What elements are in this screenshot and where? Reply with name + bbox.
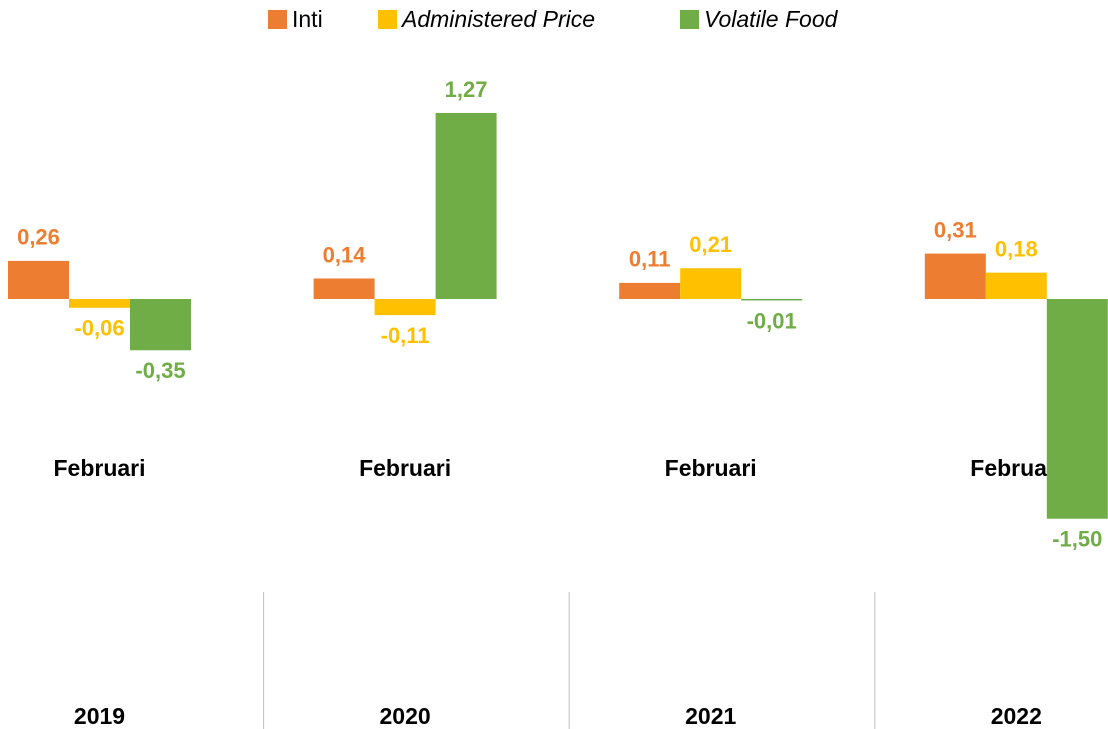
bar [924,253,986,299]
x-tick-label: 2021 [685,703,736,729]
data-label: 0,14 [323,242,367,267]
data-label: 0,11 [629,247,671,272]
bar [130,299,191,351]
data-label: -0,11 [381,323,430,348]
data-label: 0,26 [17,225,60,250]
legend-label: Administered Price [400,6,595,32]
bar [619,282,681,299]
data-label: 0,31 [934,217,977,242]
data-label: 0,18 [995,236,1038,261]
data-label: -0,35 [135,358,185,383]
bar [8,260,69,299]
bar [374,299,436,316]
legend-label: Volatile Food [704,6,839,32]
x-tick-label: 2019 [74,703,125,729]
x-tick-label: Februari [53,455,145,481]
bar [1046,299,1108,519]
bar [680,268,742,299]
legend-swatch [680,10,699,29]
data-label: -0,01 [747,308,797,333]
data-label: 0,21 [689,232,732,257]
data-label: -1,50 [1052,527,1102,552]
legend-swatch [268,10,287,29]
bar [741,299,803,301]
data-label: -0,06 [74,316,124,341]
x-tick-label: Februari [665,455,757,481]
bar [69,299,130,308]
legend-label: Inti [292,6,323,32]
x-tick-label: 2022 [991,703,1042,729]
legend-swatch [378,10,397,29]
bar [985,272,1047,299]
bar [313,278,375,299]
bar [435,112,497,299]
x-tick-label: Februari [359,455,451,481]
data-label: 1,27 [445,77,488,102]
x-tick-label: 2020 [380,703,431,729]
